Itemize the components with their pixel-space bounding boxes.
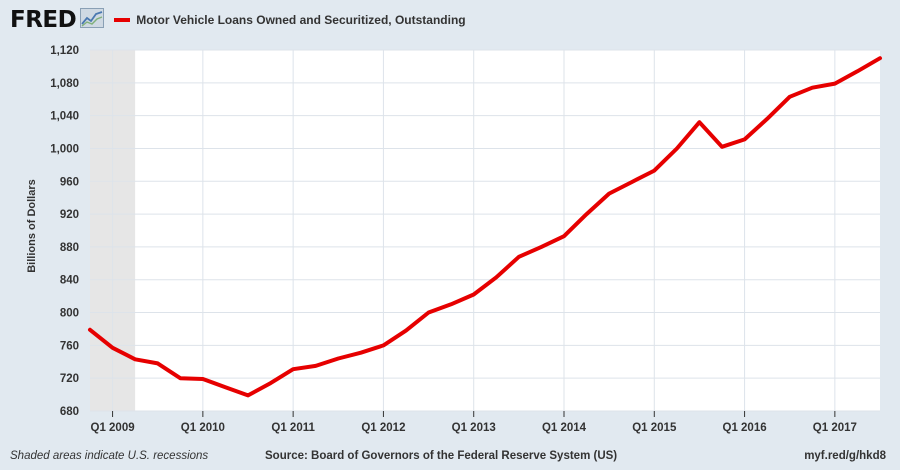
data-point (743, 138, 746, 141)
data-point (495, 276, 498, 279)
data-point (202, 378, 204, 380)
y-tick-label: 680 (60, 406, 79, 418)
y-tick-label: 1,080 (50, 78, 79, 90)
data-point (811, 86, 814, 89)
legend-swatch (114, 18, 131, 22)
data-point (224, 386, 227, 389)
data-point (788, 95, 791, 98)
data-point (585, 213, 588, 215)
recession-note: Shaded areas indicate U.S. recessions (10, 450, 209, 462)
data-point (111, 347, 114, 349)
data-point (653, 169, 656, 172)
data-point (518, 255, 520, 258)
fred-graph-icon (80, 7, 105, 33)
x-tick-label: Q1 2012 (361, 422, 405, 434)
y-tick-label: 760 (60, 340, 79, 352)
legend: Motor Vehicle Loans Owned and Securitize… (114, 13, 466, 27)
data-point (676, 147, 678, 150)
data-point (698, 121, 701, 123)
data-point (337, 357, 340, 360)
x-axis-ticks: Q1 2009 Q1 2010 Q1 2011 Q1 2012 Q1 2013 Q1 20… (91, 411, 857, 434)
fred-logo[interactable]: FRED (10, 7, 77, 33)
data-point (630, 181, 633, 183)
y-tick-label: 800 (60, 308, 79, 320)
data-point (879, 57, 881, 60)
data-point (721, 146, 723, 148)
data-point (292, 368, 294, 370)
x-tick-label: Q1 2013 (452, 422, 496, 434)
x-tick-label: Q1 2009 (91, 422, 135, 434)
data-point (540, 246, 543, 248)
data-point (89, 328, 91, 331)
data-point (450, 303, 452, 306)
data-point (405, 329, 407, 332)
x-tick-label: Q1 2010 (181, 422, 225, 434)
data-point (608, 192, 610, 195)
y-axis-ticks: 680 720 760 800 840 880 920 960 1,000 1,040 1,080 1… (50, 45, 79, 418)
data-point (834, 82, 836, 85)
source-note: Source: Board of Governors of the Federa… (265, 450, 618, 462)
data-point (427, 311, 430, 314)
data-point (269, 382, 272, 384)
series-line (88, 56, 882, 398)
x-tick-label: Q1 2017 (813, 422, 857, 434)
data-point (179, 377, 182, 379)
x-tick-label: Q1 2011 (271, 422, 315, 434)
short-url-link[interactable]: myf.red/g/hkd8 (804, 450, 886, 462)
y-tick-label: 1,120 (50, 45, 79, 57)
data-point (382, 344, 385, 347)
plot-area (90, 50, 880, 411)
y-tick-label: 1,000 (50, 143, 79, 155)
data-point (360, 351, 362, 354)
x-tick-label: Q1 2016 (723, 422, 767, 434)
x-tick-label: Q1 2015 (632, 422, 677, 434)
data-point (766, 118, 768, 120)
data-point (156, 362, 159, 365)
data-point (856, 70, 859, 73)
x-tick-label: Q1 2014 (542, 422, 587, 434)
legend-label: Motor Vehicle Loans Owned and Securitize… (136, 13, 466, 27)
grid-lines (90, 49, 880, 412)
y-tick-label: 840 (60, 275, 79, 287)
data-point (134, 358, 136, 361)
data-point (472, 293, 475, 296)
chart-header: FRED Motor Vehicle Loans Owned and Secur… (10, 6, 466, 34)
data-point (563, 235, 565, 238)
y-tick-label: 960 (60, 176, 79, 188)
y-tick-label: 720 (60, 373, 79, 385)
y-tick-label: 880 (60, 242, 79, 254)
y-tick-label: 1,040 (50, 111, 79, 123)
data-point (247, 394, 249, 397)
y-tick-label: 920 (60, 209, 79, 221)
series-layer (88, 56, 882, 398)
data-point (314, 365, 317, 367)
